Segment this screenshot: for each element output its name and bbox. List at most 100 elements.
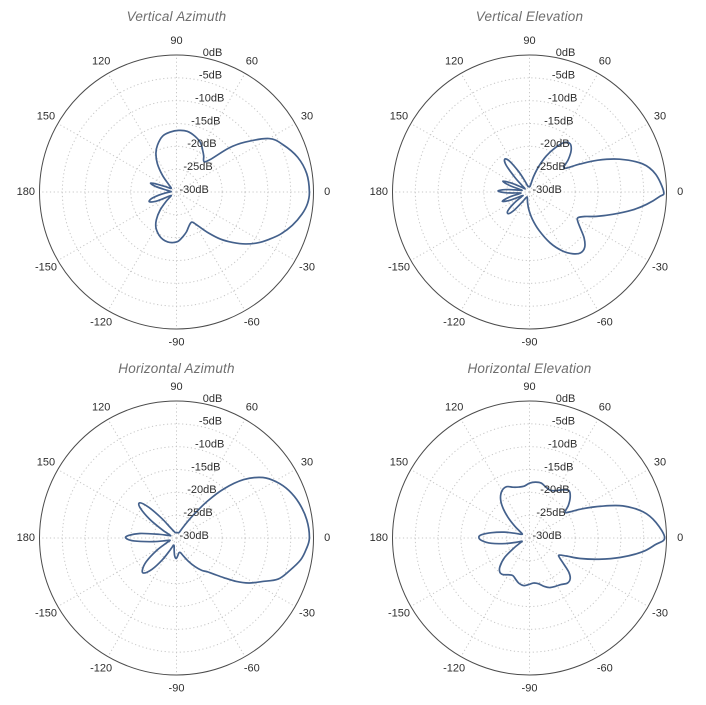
radial-tick-label: -25dB <box>183 161 212 173</box>
polar-grid-spoke <box>529 537 649 607</box>
angle-tick-label: -60 <box>597 316 613 328</box>
polar-grid-ring <box>153 168 200 216</box>
radial-tick-label: -5dB <box>199 70 222 82</box>
angle-tick-label: 60 <box>599 55 611 67</box>
polar-grid-ring <box>61 423 292 653</box>
plot-title-vertical-elevation: Vertical Elevation <box>475 9 584 24</box>
angle-tick-label: -30 <box>299 607 315 619</box>
polar-outline <box>39 400 314 676</box>
angle-tick-label: -150 <box>388 607 410 619</box>
radial-tick-label: -15dB <box>544 115 573 127</box>
angle-tick-label: -30 <box>299 261 315 273</box>
radiation-pattern-curve <box>497 141 665 255</box>
angle-tick-label: 30 <box>654 111 666 123</box>
polar-grid-spoke <box>176 191 296 261</box>
radial-tick-label: -15dB <box>544 461 573 473</box>
angle-tick-label: 90 <box>170 381 182 393</box>
polar-grid-spoke <box>176 537 246 657</box>
angle-tick-label: 60 <box>246 401 258 413</box>
polar-outline <box>39 54 314 330</box>
radial-tick-label: -25dB <box>183 507 212 519</box>
angle-tick-label: -150 <box>35 607 57 619</box>
polar-grid-ring <box>483 491 576 585</box>
radial-tick-label: -10dB <box>548 93 577 105</box>
angle-tick-label: 120 <box>92 55 110 67</box>
plot-horizontal-elevation: Horizontal Elevation 0 30 60 90 120 150 180 -15… <box>353 352 706 705</box>
angle-tick-label: 60 <box>599 401 611 413</box>
polar-grid-ring <box>483 145 576 239</box>
angle-tick-label: 180 <box>17 532 35 544</box>
angle-tick-label: -60 <box>597 662 613 674</box>
angle-tick-label: 90 <box>170 35 182 47</box>
polar-grid-spoke <box>410 469 530 539</box>
angle-tick-label: 120 <box>92 401 110 413</box>
radial-tick-label: 0dB <box>556 393 576 405</box>
angle-tick-label: 150 <box>390 457 408 469</box>
radiation-pattern-curve <box>124 476 311 584</box>
polar-chart-horizontal-elevation: 0 30 60 90 120 150 180 -150 -120 -90 -60 -30 0dB -5dB… <box>370 381 684 695</box>
polar-grid-ring <box>107 123 246 261</box>
polar-grid-ring <box>84 100 269 284</box>
radial-tick-label: -20dB <box>187 138 216 150</box>
polar-grid-ring <box>84 446 269 630</box>
angle-tick-label: 90 <box>523 381 535 393</box>
polar-grid-spoke <box>460 191 530 311</box>
radial-tick-label: -25dB <box>536 507 565 519</box>
angle-tick-label: 180 <box>17 186 35 198</box>
polar-grid-ring <box>130 145 223 239</box>
polar-grid-ring <box>506 168 553 216</box>
radial-tick-label: -5dB <box>199 416 222 428</box>
angle-tick-label: 0 <box>677 532 683 544</box>
angle-tick-label: 30 <box>301 111 313 123</box>
radial-tick-label: 0dB <box>203 47 223 59</box>
angle-tick-label: 150 <box>37 457 55 469</box>
angle-tick-label: -90 <box>169 683 185 695</box>
polar-grid-spoke <box>107 73 177 193</box>
polar-grid-ring <box>506 514 553 562</box>
plot-vertical-elevation: Vertical Elevation 0 30 60 90 120 150 180 -150 -… <box>353 0 706 353</box>
angle-tick-label: 0 <box>324 532 330 544</box>
radial-tick-label: -5dB <box>552 416 575 428</box>
angle-tick-label: -30 <box>652 261 668 273</box>
radial-tick-label: -5dB <box>552 70 575 82</box>
angle-tick-label: -150 <box>35 261 57 273</box>
plot-title-horizontal-azimuth: Horizontal Azimuth <box>118 361 235 376</box>
polar-grid-spoke <box>176 469 296 539</box>
radiation-pattern-curve <box>477 481 666 589</box>
polar-outline <box>392 54 667 330</box>
angle-tick-label: 60 <box>246 55 258 67</box>
radial-tick-label: 0dB <box>556 47 576 59</box>
angle-tick-label: -90 <box>169 337 185 349</box>
plot-horizontal-azimuth: Horizontal Azimuth 0 30 60 90 120 150 180 -150 -… <box>0 352 353 705</box>
angle-tick-label: -30 <box>652 607 668 619</box>
angle-tick-label: -120 <box>443 662 465 674</box>
angle-tick-label: 30 <box>301 457 313 469</box>
polar-grid-ring <box>153 514 200 562</box>
plot-title-vertical-azimuth: Vertical Azimuth <box>126 9 227 24</box>
angle-tick-label: -90 <box>522 683 538 695</box>
angle-tick-label: -60 <box>244 316 260 328</box>
angle-tick-label: -120 <box>90 316 112 328</box>
polar-grid-spoke <box>529 469 649 539</box>
polar-chart-vertical-elevation: 0 30 60 90 120 150 180 -150 -120 -90 -60 -30 0dB -5dB… <box>370 35 684 349</box>
angle-tick-label: 90 <box>523 35 535 47</box>
angle-tick-label: -120 <box>90 662 112 674</box>
radial-tick-label: -30dB <box>533 184 562 196</box>
polar-grid-spoke <box>176 537 296 607</box>
radial-tick-label: -20dB <box>540 138 569 150</box>
angle-tick-label: 0 <box>677 186 683 198</box>
angle-tick-label: 0 <box>324 186 330 198</box>
polar-grid-spoke <box>460 537 530 657</box>
angle-tick-label: -90 <box>522 337 538 349</box>
radial-tick-label: -10dB <box>195 93 224 105</box>
angle-tick-label: 120 <box>445 401 463 413</box>
polar-grid-spoke <box>107 419 177 539</box>
plot-vertical-azimuth: Vertical Azimuth 0 30 60 90 120 150 180 -150 -12… <box>0 0 353 353</box>
angle-tick-label: -150 <box>388 261 410 273</box>
polar-grid-spoke <box>176 123 296 193</box>
radial-tick-label: -30dB <box>180 530 209 542</box>
polar-grid-ring <box>437 100 622 284</box>
angle-tick-label: 180 <box>370 186 388 198</box>
polar-grid-spoke <box>107 191 177 311</box>
